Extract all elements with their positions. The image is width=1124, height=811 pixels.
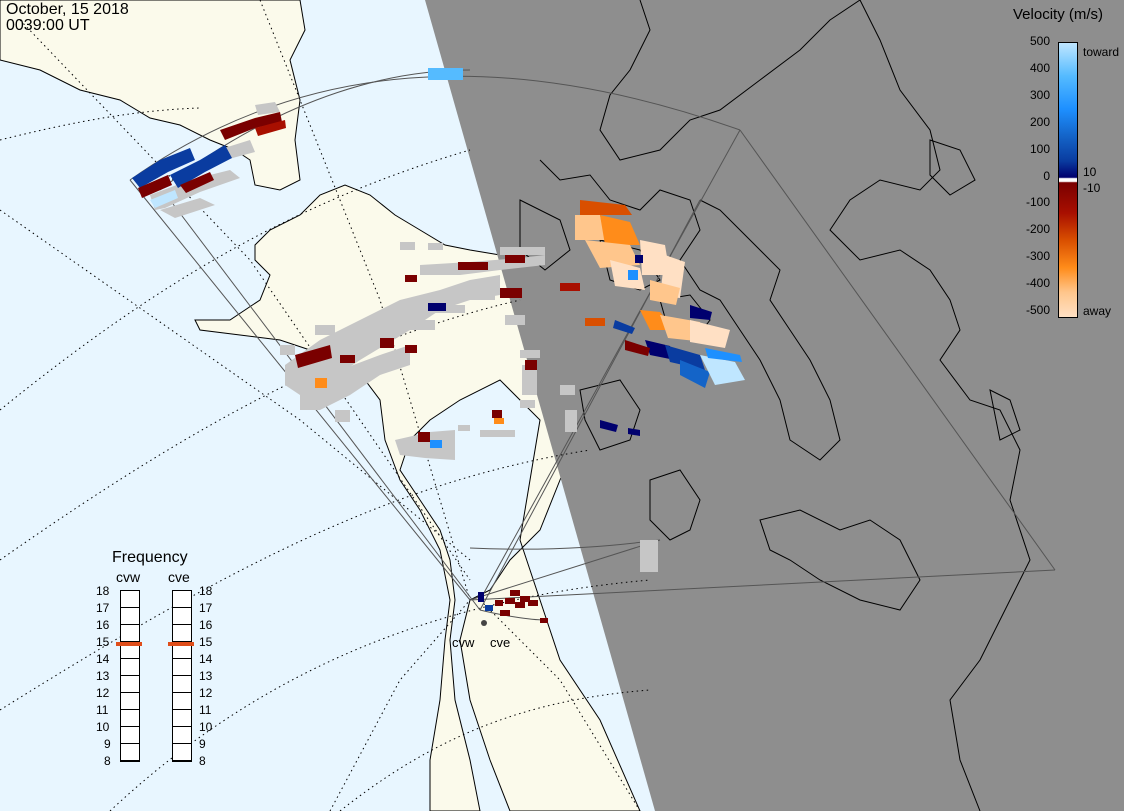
colorbar-tick: 200 <box>1029 115 1050 129</box>
frequency-tick-right: 10 <box>199 720 213 734</box>
frequency-radar-cve: cve <box>168 569 190 585</box>
frequency-tick-right: 8 <box>199 754 206 768</box>
radar-site-marker <box>481 620 487 626</box>
time-label: 0039:00 UT <box>6 17 90 34</box>
frequency-marker-cvw <box>116 642 142 646</box>
colorbar-tick: -500 <box>1025 303 1050 317</box>
frequency-marker-cve <box>168 642 194 646</box>
colorbar-tick: -100 <box>1025 195 1050 209</box>
velocity-scatter <box>132 68 745 623</box>
geo-grid <box>0 0 651 811</box>
colorbar-tick: -400 <box>1025 276 1050 290</box>
ground-scatter <box>150 102 658 572</box>
colorbar-tick: 400 <box>1029 61 1050 75</box>
colorbar-tick: 0 <box>1043 169 1050 183</box>
frequency-tick-right: 12 <box>199 686 213 700</box>
radar-site-label-cvw: cvw <box>452 635 475 650</box>
frequency-tick-left: 13 <box>96 669 110 683</box>
frequency-tick-left: 10 <box>96 720 110 734</box>
frequency-tick-left: 9 <box>104 737 111 751</box>
frequency-tick-right: 18 <box>199 584 213 598</box>
colorbar-tick: -200 <box>1025 222 1050 236</box>
frequency-tick-right: 9 <box>199 737 206 751</box>
frequency-tick-right: 15 <box>199 635 213 649</box>
colorbar-inner-pos-label: 10 <box>1083 165 1097 179</box>
frequency-tick-left: 18 <box>96 584 110 598</box>
colorbar-toward-label: toward <box>1083 45 1120 59</box>
frequency-column-cve <box>172 590 192 762</box>
frequency-tick-left: 16 <box>96 618 110 632</box>
frequency-tick-right: 13 <box>199 669 213 683</box>
frequency-tick-right: 16 <box>199 618 213 632</box>
frequency-tick-right: 11 <box>199 703 212 717</box>
frequency-title: Frequency <box>112 549 188 566</box>
date-label: October, 15 2018 <box>6 1 129 18</box>
frequency-tick-left: 8 <box>104 754 111 768</box>
radar-site-label-cve: cve <box>490 635 511 650</box>
colorbar-tick: -300 <box>1025 249 1050 263</box>
frequency-tick-left: 15 <box>96 635 110 649</box>
frequency-tick-left: 11 <box>96 703 109 717</box>
frequency-tick-right: 14 <box>199 652 213 666</box>
frequency-radar-cvw: cvw <box>116 569 141 585</box>
velocity-colorbar <box>1058 42 1078 318</box>
frequency-column-cvw <box>120 590 140 762</box>
colorbar-tick: 100 <box>1029 142 1050 156</box>
frequency-tick-left: 12 <box>96 686 110 700</box>
colorbar-tick: 500 <box>1029 34 1050 48</box>
frequency-tick-left: 14 <box>96 652 110 666</box>
colorbar-title: Velocity (m/s) <box>1013 6 1104 23</box>
colorbar-inner-neg-label: -10 <box>1083 181 1101 195</box>
colorbar-away-label: away <box>1083 304 1112 318</box>
frequency-tick-left: 17 <box>96 601 110 615</box>
colorbar-tick: 300 <box>1029 88 1050 102</box>
frequency-tick-right: 17 <box>199 601 213 615</box>
